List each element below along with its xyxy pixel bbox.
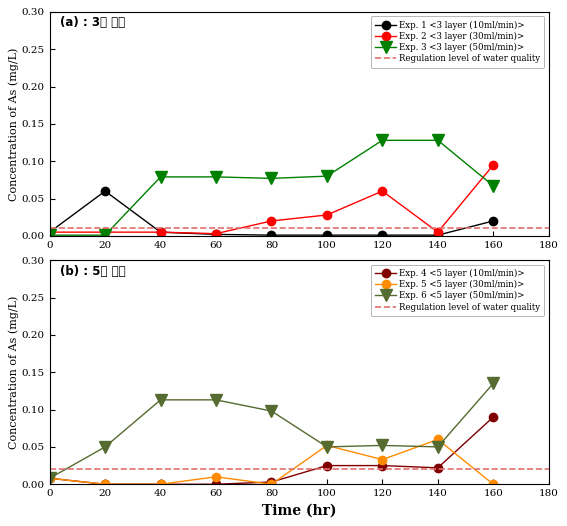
Exp. 6 <5 layer (50ml/min)> [101, 444, 108, 450]
Exp. 3 <3 layer (50ml/min)> [268, 175, 275, 181]
Exp. 2 <3 layer (30ml/min)> [379, 188, 386, 194]
Exp. 6 <5 layer (50ml/min)> [46, 475, 53, 481]
Legend: Exp. 1 <3 layer (10ml/min)>, Exp. 2 <3 layer (30ml/min)>, Exp. 3 <3 layer (50ml/: Exp. 1 <3 layer (10ml/min)>, Exp. 2 <3 l… [371, 16, 544, 67]
Exp. 3 <3 layer (50ml/min)> [101, 232, 108, 238]
Line: Exp. 4 <5 layer (10ml/min)>: Exp. 4 <5 layer (10ml/min)> [45, 413, 497, 489]
Exp. 6 <5 layer (50ml/min)> [324, 444, 331, 450]
Exp. 2 <3 layer (30ml/min)> [46, 229, 53, 235]
Exp. 2 <3 layer (30ml/min)> [101, 229, 108, 235]
Exp. 3 <3 layer (50ml/min)> [324, 173, 331, 179]
Exp. 5 <5 layer (30ml/min)> [379, 457, 386, 463]
Line: Exp. 1 <3 layer (10ml/min)>: Exp. 1 <3 layer (10ml/min)> [45, 187, 497, 239]
Exp. 5 <5 layer (30ml/min)> [213, 473, 219, 480]
Exp. 4 <5 layer (10ml/min)> [379, 462, 386, 469]
Exp. 2 <3 layer (30ml/min)> [324, 212, 331, 218]
Regulation level of water quality [46, 225, 53, 231]
Exp. 3 <3 layer (50ml/min)> [379, 137, 386, 144]
Exp. 6 <5 layer (50ml/min)> [213, 397, 219, 403]
Exp. 5 <5 layer (30ml/min)> [434, 436, 441, 442]
Legend: Exp. 4 <5 layer (10ml/min)>, Exp. 5 <5 layer (30ml/min)>, Exp. 6 <5 layer (50ml/: Exp. 4 <5 layer (10ml/min)>, Exp. 5 <5 l… [371, 265, 544, 316]
Exp. 4 <5 layer (10ml/min)> [434, 464, 441, 471]
Exp. 3 <3 layer (50ml/min)> [46, 232, 53, 238]
Exp. 2 <3 layer (30ml/min)> [490, 162, 497, 168]
Line: Exp. 2 <3 layer (30ml/min)>: Exp. 2 <3 layer (30ml/min)> [45, 161, 497, 238]
Line: Exp. 5 <5 layer (30ml/min)>: Exp. 5 <5 layer (30ml/min)> [45, 436, 497, 489]
Exp. 1 <3 layer (10ml/min)> [46, 229, 53, 235]
Exp. 6 <5 layer (50ml/min)> [157, 397, 164, 403]
Exp. 3 <3 layer (50ml/min)> [213, 174, 219, 180]
Exp. 1 <3 layer (10ml/min)> [101, 188, 108, 194]
Exp. 1 <3 layer (10ml/min)> [490, 218, 497, 224]
Exp. 5 <5 layer (30ml/min)> [268, 481, 275, 488]
Exp. 1 <3 layer (10ml/min)> [379, 232, 386, 238]
Exp. 1 <3 layer (10ml/min)> [268, 232, 275, 238]
Exp. 6 <5 layer (50ml/min)> [490, 380, 497, 387]
X-axis label: Time (hr): Time (hr) [262, 504, 336, 518]
Regulation level of water quality [49, 466, 56, 472]
Y-axis label: Concentration of As (mg/L): Concentration of As (mg/L) [9, 47, 19, 200]
Regulation level of water quality [49, 225, 56, 231]
Exp. 6 <5 layer (50ml/min)> [434, 444, 441, 450]
Text: (b) : 5단 구성: (b) : 5단 구성 [60, 265, 125, 278]
Exp. 1 <3 layer (10ml/min)> [213, 231, 219, 238]
Exp. 3 <3 layer (50ml/min)> [157, 174, 164, 180]
Exp. 5 <5 layer (30ml/min)> [46, 475, 53, 481]
Exp. 1 <3 layer (10ml/min)> [434, 232, 441, 238]
Exp. 4 <5 layer (10ml/min)> [324, 462, 331, 469]
Exp. 4 <5 layer (10ml/min)> [101, 481, 108, 488]
Exp. 2 <3 layer (30ml/min)> [157, 229, 164, 235]
Exp. 4 <5 layer (10ml/min)> [157, 481, 164, 488]
Exp. 5 <5 layer (30ml/min)> [324, 442, 331, 449]
Regulation level of water quality [46, 466, 53, 472]
Exp. 2 <3 layer (30ml/min)> [434, 229, 441, 235]
Exp. 1 <3 layer (10ml/min)> [324, 232, 331, 238]
Exp. 3 <3 layer (50ml/min)> [490, 183, 497, 189]
Exp. 4 <5 layer (10ml/min)> [46, 475, 53, 481]
Text: (a) : 3단 구성: (a) : 3단 구성 [60, 16, 125, 29]
Exp. 2 <3 layer (30ml/min)> [268, 218, 275, 224]
Exp. 5 <5 layer (30ml/min)> [157, 481, 164, 488]
Line: Exp. 3 <3 layer (50ml/min)>: Exp. 3 <3 layer (50ml/min)> [44, 135, 499, 241]
Exp. 1 <3 layer (10ml/min)> [157, 229, 164, 235]
Exp. 2 <3 layer (30ml/min)> [213, 230, 219, 237]
Exp. 4 <5 layer (10ml/min)> [268, 479, 275, 485]
Exp. 6 <5 layer (50ml/min)> [379, 442, 386, 449]
Exp. 5 <5 layer (30ml/min)> [490, 481, 497, 488]
Line: Exp. 6 <5 layer (50ml/min)>: Exp. 6 <5 layer (50ml/min)> [44, 378, 499, 484]
Exp. 6 <5 layer (50ml/min)> [268, 408, 275, 414]
Exp. 3 <3 layer (50ml/min)> [434, 137, 441, 144]
Exp. 4 <5 layer (10ml/min)> [213, 481, 219, 488]
Y-axis label: Concentration of As (mg/L): Concentration of As (mg/L) [9, 296, 19, 449]
Exp. 5 <5 layer (30ml/min)> [101, 481, 108, 488]
Exp. 4 <5 layer (10ml/min)> [490, 414, 497, 420]
